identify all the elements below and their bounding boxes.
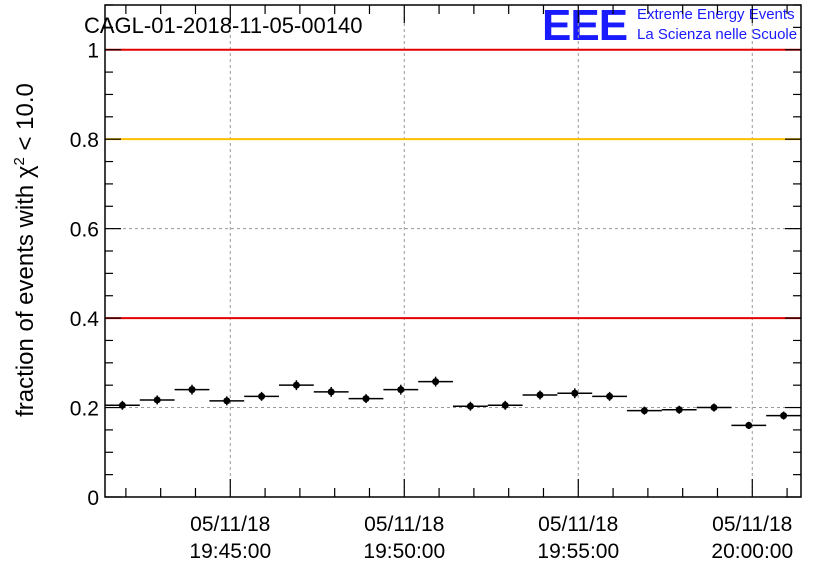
- x-tick-label-date: 05/11/18: [538, 513, 618, 536]
- y-axis-label-superscript: 2: [11, 157, 28, 165]
- point-marker: [258, 392, 266, 400]
- point-marker: [675, 406, 683, 414]
- x-tick-label-time: 19:45:00: [189, 540, 271, 563]
- y-axis-label-main: fraction of events with χ: [12, 165, 39, 417]
- point-marker: [327, 388, 335, 396]
- logo-line-2: La Scienza nelle Scuole: [637, 26, 797, 43]
- data-point: [209, 396, 245, 406]
- y-tick-label: 0.8: [70, 129, 99, 152]
- point-marker: [362, 395, 370, 403]
- x-tick-label-time: 19:55:00: [537, 540, 619, 563]
- plot-frame: [104, 4, 802, 498]
- point-marker: [640, 407, 648, 415]
- point-marker: [188, 386, 196, 394]
- data-point: [105, 400, 140, 410]
- point-marker: [292, 381, 300, 389]
- data-point: [348, 394, 384, 404]
- x-tick-label-date: 05/11/18: [364, 513, 444, 536]
- y-tick-label: 0.6: [70, 219, 99, 242]
- y-axis-label: fraction of events with χ2 < 10.0: [11, 83, 39, 417]
- data-point: [661, 405, 697, 414]
- data-point: [557, 388, 593, 399]
- data-point: [731, 421, 767, 430]
- eee-logo: EEE Extreme Energy Events La Scienza nel…: [542, 1, 797, 50]
- point-marker: [536, 391, 544, 399]
- data-point: [627, 406, 662, 415]
- point-marker: [710, 404, 718, 412]
- point-marker: [745, 421, 753, 429]
- y-tick-label: 0.4: [70, 308, 100, 331]
- data-point: [139, 395, 175, 405]
- logo-mark: EEE: [542, 1, 627, 50]
- point-marker: [780, 412, 788, 420]
- point-marker: [223, 397, 231, 405]
- data-point: [383, 384, 419, 395]
- x-tick-label-date: 05/11/18: [712, 513, 792, 536]
- point-marker: [153, 396, 161, 404]
- data-points: [105, 376, 801, 430]
- y-tick-label: 0.2: [70, 398, 99, 421]
- data-point: [522, 390, 558, 400]
- point-marker: [571, 389, 579, 397]
- data-point: [696, 403, 732, 412]
- data-point: [279, 380, 314, 391]
- data-point: [174, 384, 210, 395]
- point-marker: [501, 401, 509, 409]
- axes: 0 0.2 0.4 0.6 0.8 1 05/11/18 19:45:00 05/11/18 19…: [70, 4, 802, 563]
- data-point: [766, 411, 801, 420]
- point-marker: [466, 402, 474, 410]
- point-marker: [606, 392, 614, 400]
- x-tick-label-time: 20:00:00: [711, 540, 793, 563]
- x-tick-label-date: 05/11/18: [190, 513, 270, 536]
- data-point: [592, 391, 627, 401]
- data-point: [244, 391, 279, 401]
- logo-line-1: Extreme Energy Events: [637, 6, 795, 23]
- data-point: [453, 401, 488, 411]
- x-tick-label-time: 19:50:00: [363, 540, 445, 563]
- y-axis-label-rest: < 10.0: [12, 83, 39, 157]
- y-tick-label: 1: [87, 40, 99, 63]
- point-marker: [397, 386, 405, 394]
- point-marker: [432, 378, 440, 386]
- grid: [105, 5, 801, 497]
- reference-lines: [105, 48, 801, 320]
- run-title: CAGL-01-2018-11-05-00140: [84, 13, 362, 38]
- y-tick-label: 0: [87, 487, 99, 510]
- data-point: [487, 400, 523, 410]
- data-point: [313, 386, 349, 397]
- data-point: [418, 376, 453, 387]
